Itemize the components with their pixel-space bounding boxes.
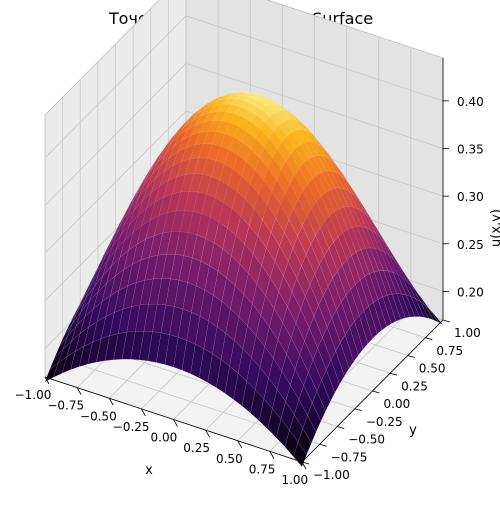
surface-patch [344,327,359,362]
y-tick [442,319,451,323]
z-tick-label: 0.35 [457,143,484,157]
left-pane-gridline-z [44,63,187,206]
y-tick [372,390,380,394]
y-tick-label: −0.75 [331,450,368,464]
x-tick-label: 1.00 [281,473,308,487]
surface-patch [297,428,312,456]
x-tick [237,440,243,448]
left-pane-gridline-z [44,110,187,254]
x-tick-label: −0.75 [47,399,84,413]
z-tick-label: 0.30 [457,190,484,204]
back-pane-gridline-z [185,15,444,102]
surface-patch [363,305,378,339]
x-tick-label: 0.00 [151,431,178,445]
x-tick [141,408,146,417]
y-tick-label: 0.50 [419,362,446,376]
y-tick [354,408,362,412]
x-tick-label: 0.25 [183,441,210,455]
y-tick-label: 0.25 [401,379,428,393]
x-tick-label: −0.50 [80,409,117,423]
x-tick [173,419,178,427]
left-pane-gridline-z [44,15,187,159]
y-tick-label: −0.25 [366,415,403,429]
axes-ticks: −1.00−1.00−0.75−0.75−0.50−0.50−0.25 −0.25… [15,58,484,487]
y-tick [337,426,345,429]
x-tick-label: −1.00 [15,388,52,402]
y-tick [390,372,398,376]
y-tick [301,461,310,465]
x-tick [269,451,275,459]
y-tick [407,355,415,358]
y-tick-label: −0.50 [348,433,385,447]
back-pane-gridline-z [185,63,444,149]
y-tick [425,337,433,341]
x-tick-label: 0.50 [216,452,243,466]
x-tick [44,376,50,385]
surface-patch [391,293,406,320]
y-tick-label: 0.00 [384,397,411,411]
y-axis-label: y [409,423,417,438]
x-axis-label: x [145,463,153,478]
z-tick-label: 0.20 [457,285,484,299]
surface-patch [387,293,401,322]
z-tick-label: 0.40 [457,95,484,109]
z-tick-label: 0.25 [457,238,484,252]
x-tick [108,398,114,406]
surface-patch [330,350,345,385]
x-tick-label: −0.25 [113,420,150,434]
y-tick-label: 0.75 [436,344,463,358]
surface-patch [377,296,392,327]
x-tick [301,461,307,470]
y-tick [319,443,327,447]
surface-plot [44,91,444,468]
x-tick-label: 0.75 [249,462,276,476]
z-axis-label: u(x,y) [489,209,500,247]
x-tick [76,387,82,395]
y-tick-label: −1.00 [313,468,350,482]
y-tick-label: 1.00 [454,326,481,340]
x-tick [205,429,210,438]
surface-patch [424,305,439,323]
surface-patch [340,334,354,370]
